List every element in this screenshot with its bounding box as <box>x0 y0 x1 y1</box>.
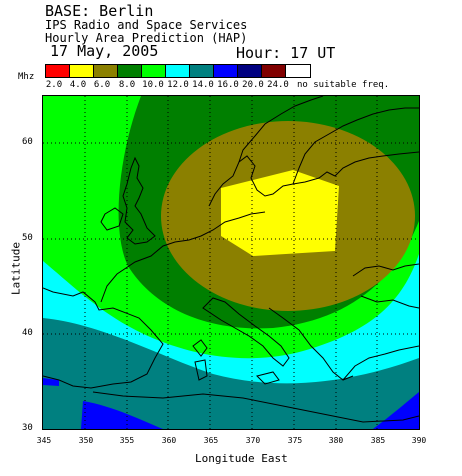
coast-france-lowlands <box>100 211 266 303</box>
legend-swatch <box>286 65 310 77</box>
legend-label: 14.0 <box>192 80 214 90</box>
legend-swatch <box>94 65 118 77</box>
coast-aegean-turkey <box>342 345 419 381</box>
coast-black-sea-south <box>360 295 419 309</box>
x-tick-label: 345 <box>36 436 52 445</box>
product-name: Hourly Area Prediction (HAP) <box>45 31 248 45</box>
x-tick-label: 375 <box>287 436 303 445</box>
legend-swatch <box>118 65 142 77</box>
legend-swatch <box>46 65 70 77</box>
contour-14mhz <box>43 318 419 429</box>
legend-label: 8.0 <box>118 80 136 90</box>
legend-label: 10.0 <box>142 80 164 90</box>
legend-label: 4.0 <box>69 80 87 90</box>
coast-black-sea-north <box>352 263 419 277</box>
y-tick-label: 50 <box>22 233 33 243</box>
legend-label: 12.0 <box>167 80 189 90</box>
coast-corsica <box>192 339 208 357</box>
legend-unit: Mhz <box>18 72 35 82</box>
legend-label: 2.0 <box>45 80 63 90</box>
coast-ireland <box>100 207 124 231</box>
coast-adriatic <box>268 307 354 381</box>
legend-swatch <box>238 65 262 77</box>
coast-sicily <box>256 371 280 385</box>
coast-britain <box>122 156 156 245</box>
graticule <box>43 96 419 429</box>
y-axis-label: Latitude <box>9 242 23 295</box>
legend-color-bar <box>45 64 311 78</box>
legend-label: 24.0 <box>267 80 289 90</box>
organization-name: IPS Radio and Space Services <box>45 18 248 32</box>
legend-no-suitable-label: no suitable freq. <box>297 80 390 90</box>
coast-sardinia <box>194 359 208 381</box>
x-axis-label: Longitude East <box>195 452 288 465</box>
coast-north-africa <box>92 391 419 423</box>
x-tick-label: 355 <box>119 436 135 445</box>
contour-16mhz-east <box>373 392 419 429</box>
x-tick-label: 390 <box>411 436 427 445</box>
legend-label: 6.0 <box>93 80 111 90</box>
legend-label: 20.0 <box>242 80 264 90</box>
legend-label: 16.0 <box>217 80 239 90</box>
coast-scandinavia-south <box>208 155 336 207</box>
legend-swatch <box>214 65 238 77</box>
x-tick-label: 380 <box>328 436 344 445</box>
legend-swatch <box>70 65 94 77</box>
coast-iberia <box>43 287 164 389</box>
coast-italy <box>202 297 290 367</box>
contour-map <box>43 96 419 429</box>
base-title: BASE: Berlin <box>45 2 154 20</box>
hour-label: Hour: 17 UT <box>236 44 336 62</box>
legend-swatch <box>166 65 190 77</box>
date-label: 17 May, 2005 <box>50 42 159 60</box>
x-tick-label: 385 <box>370 436 386 445</box>
coast-baltic <box>334 151 419 177</box>
x-tick-label: 360 <box>161 436 177 445</box>
y-tick-label: 40 <box>22 328 33 338</box>
legend-swatch <box>190 65 214 77</box>
x-tick-label: 350 <box>78 436 94 445</box>
contour-4mhz <box>221 170 339 256</box>
frequency-map <box>42 95 420 430</box>
x-tick-label: 365 <box>203 436 219 445</box>
coast-norway <box>238 96 324 163</box>
legend-swatch <box>142 65 166 77</box>
coastlines <box>43 96 419 423</box>
coast-sweden-finland <box>292 107 419 185</box>
legend-swatch <box>262 65 286 77</box>
x-tick-label: 370 <box>245 436 261 445</box>
y-tick-label: 60 <box>22 137 33 147</box>
y-tick-label: 30 <box>22 423 33 433</box>
contour-16mhz-west <box>81 401 163 429</box>
contour-16mhz-coast <box>43 378 59 386</box>
